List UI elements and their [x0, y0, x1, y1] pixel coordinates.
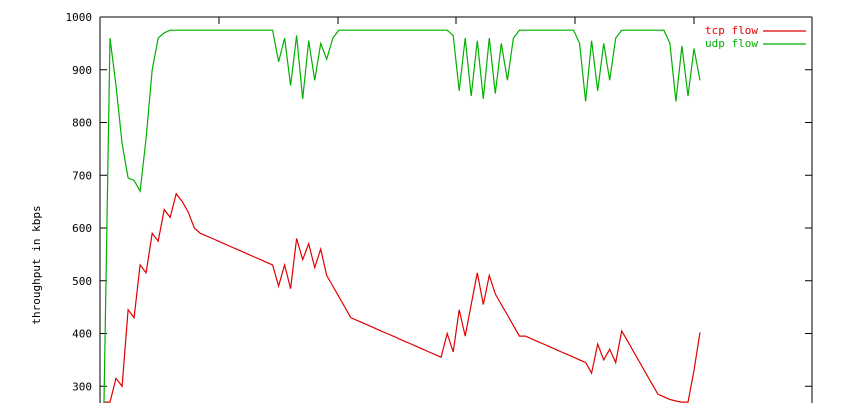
y-tick-label-600: 600: [72, 222, 92, 235]
legend: tcp flow udp flow: [705, 24, 806, 50]
y-tick-label-700: 700: [72, 169, 92, 182]
x-axis-top-ticks: [218, 17, 695, 24]
legend-label-udp-flow: udp flow: [705, 37, 758, 50]
series-line-udp-flow: [103, 29, 701, 403]
y-tick-label-1000: 1000: [66, 11, 93, 24]
y-tick-label-400: 400: [72, 328, 92, 341]
y-axis-title: throughput in kbps: [30, 205, 43, 324]
legend-label-tcp-flow: tcp flow: [705, 24, 758, 37]
series-line-tcp-flow: [103, 192, 701, 403]
y-axis-ticks: 1000 900 800 700 600 500 400 300: [66, 11, 812, 393]
y-tick-label-800: 800: [72, 117, 92, 130]
y-tick-label-300: 300: [72, 380, 92, 393]
series-layer: [103, 29, 701, 403]
y-tick-label-500: 500: [72, 275, 92, 288]
y-tick-label-900: 900: [72, 64, 92, 77]
